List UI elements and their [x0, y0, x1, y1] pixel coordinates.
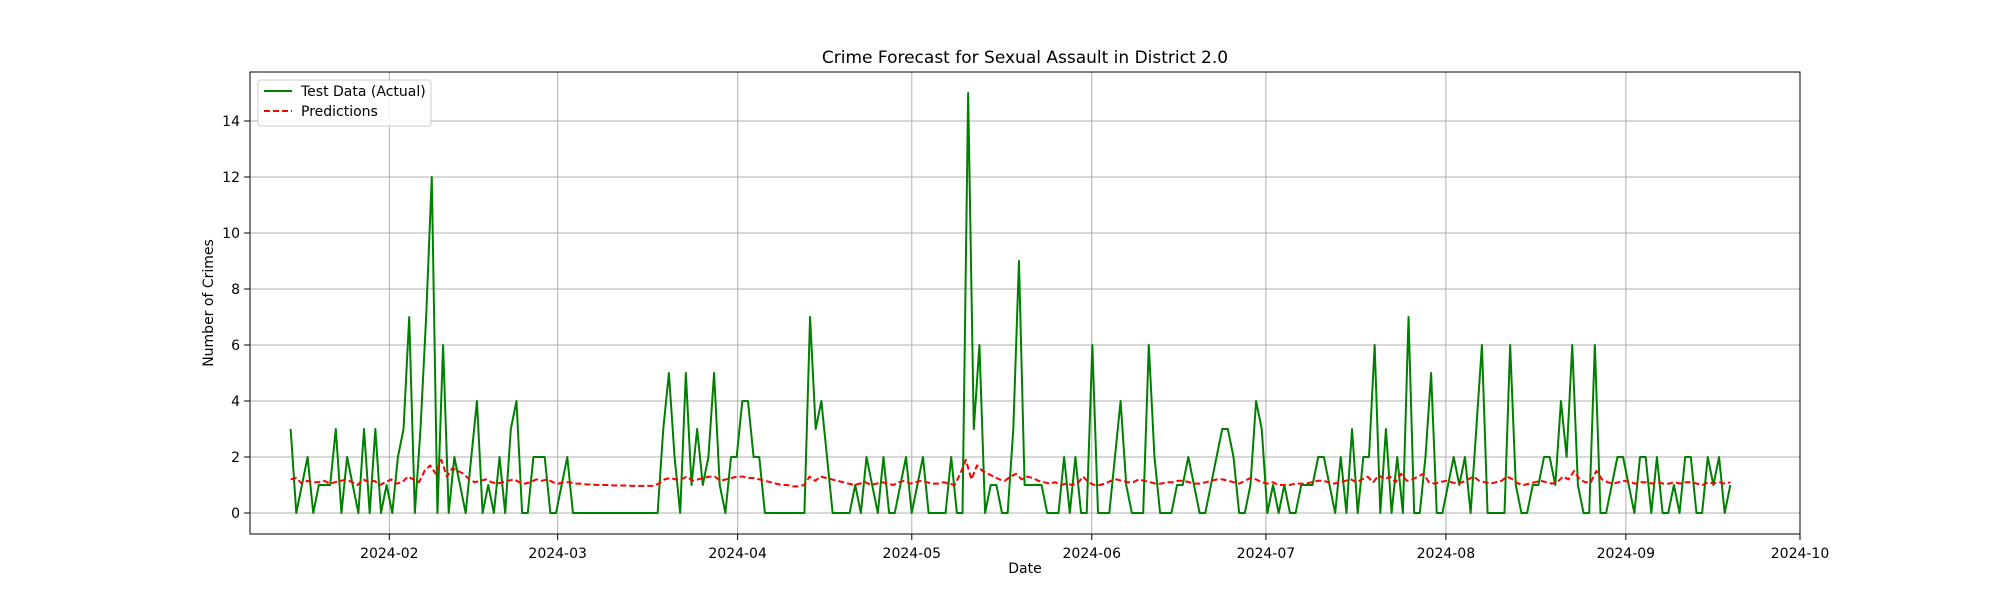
x-tick-label: 2024-09 [1597, 546, 1656, 562]
x-tick-label: 2024-07 [1237, 546, 1296, 562]
x-tick-label: 2024-10 [1771, 546, 1830, 562]
x-tick-label: 2024-02 [360, 546, 419, 562]
y-axis-label: Number of Crimes [201, 239, 217, 367]
y-axis: 0 2 4 6 8 10 12 14 [222, 114, 250, 522]
y-tick-label: 10 [222, 226, 240, 242]
plot-frame [249, 71, 1801, 535]
series-line-actual [289, 92, 1732, 514]
y-tick-label: 2 [231, 450, 240, 466]
y-tick-label: 6 [231, 338, 240, 354]
x-axis-label: Date [1008, 561, 1041, 577]
legend-box [257, 79, 432, 127]
legend: Test Data (Actual) Predictions [257, 79, 432, 127]
y-tick-label: 8 [231, 282, 240, 298]
y-tick-label: 12 [222, 170, 240, 186]
legend-label-predictions: Predictions [301, 104, 378, 120]
legend-label-actual: Test Data (Actual) [300, 84, 426, 100]
x-tick-label: 2024-03 [528, 546, 587, 562]
series-layer [289, 92, 1732, 514]
y-tick-label: 14 [222, 114, 240, 130]
x-tick-label: 2024-04 [708, 546, 767, 562]
y-tick-label: 0 [231, 506, 240, 522]
x-tick-label: 2024-08 [1417, 546, 1476, 562]
x-tick-label: 2024-05 [883, 546, 942, 562]
y-tick-label: 4 [231, 394, 240, 410]
x-tick-label: 2024-06 [1063, 546, 1122, 562]
x-axis: 2024-02 2024-03 2024-04 2024-05 2024-06 2024-… [360, 534, 1829, 562]
chart-title: Crime Forecast for Sexual Assault in Dis… [822, 48, 1228, 68]
